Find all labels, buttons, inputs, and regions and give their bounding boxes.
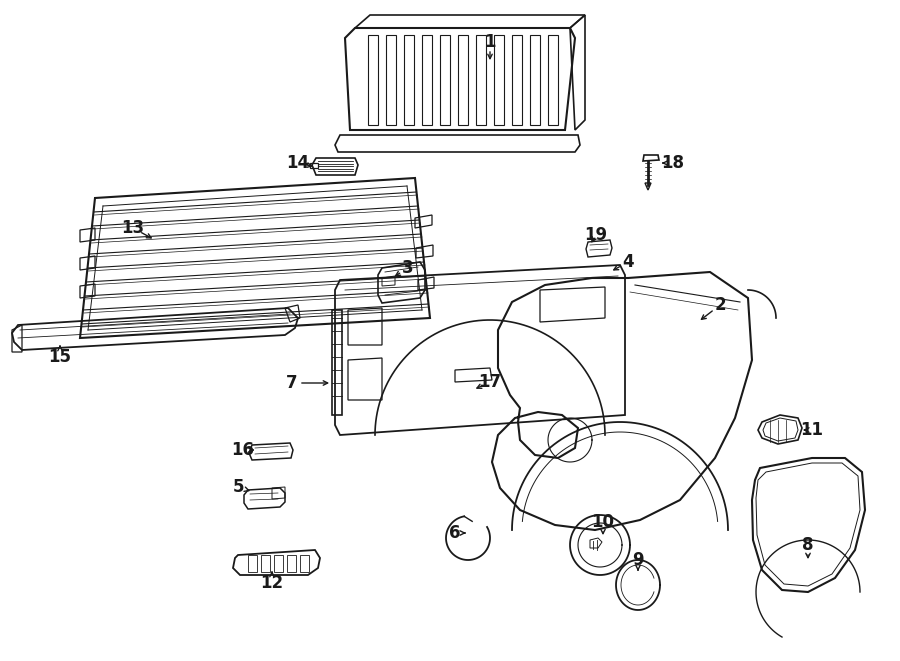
Text: 13: 13: [122, 219, 145, 237]
Text: 15: 15: [49, 348, 71, 366]
Text: 17: 17: [479, 373, 501, 391]
Text: 6: 6: [449, 524, 461, 542]
Text: 18: 18: [662, 154, 685, 172]
Text: 16: 16: [231, 441, 255, 459]
Text: 11: 11: [800, 421, 824, 439]
Text: 12: 12: [260, 574, 284, 592]
Text: 8: 8: [802, 536, 814, 554]
Text: 14: 14: [286, 154, 310, 172]
Text: 1: 1: [484, 33, 496, 51]
Text: 5: 5: [232, 478, 244, 496]
Text: 7: 7: [286, 374, 298, 392]
Text: 19: 19: [584, 226, 608, 244]
Text: 2: 2: [715, 296, 725, 314]
Text: 4: 4: [622, 253, 634, 271]
Text: 10: 10: [591, 513, 615, 531]
Text: 3: 3: [402, 259, 414, 277]
Text: 9: 9: [632, 551, 644, 569]
